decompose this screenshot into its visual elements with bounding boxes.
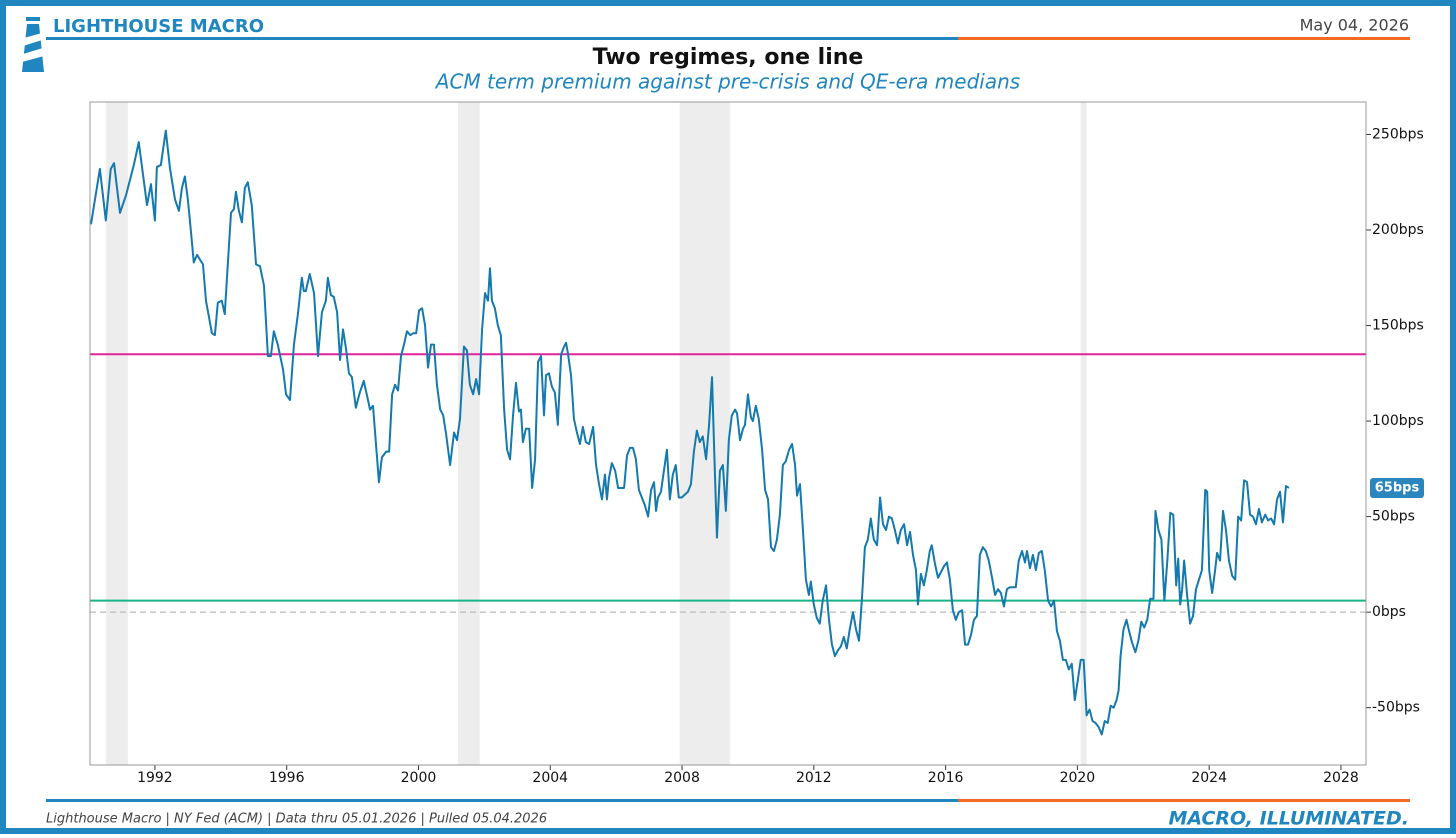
value-label: 65bps bbox=[1375, 480, 1420, 495]
x-tick-label: 2016 bbox=[928, 770, 964, 786]
x-tick-label: 2012 bbox=[796, 770, 832, 786]
shaded-region bbox=[1080, 102, 1087, 765]
y-tick-label: 0bps bbox=[1372, 604, 1406, 620]
brand: LIGHTHOUSE MACRO bbox=[53, 16, 264, 37]
x-tick-label: 2004 bbox=[532, 770, 568, 786]
x-tick-label: 2000 bbox=[401, 770, 437, 786]
x-tick-label: 2028 bbox=[1323, 770, 1359, 786]
x-tick-label: 2020 bbox=[1060, 770, 1096, 786]
x-tick-label: 2008 bbox=[664, 770, 700, 786]
y-tick-label: 100bps bbox=[1372, 413, 1424, 429]
header-date: May 04, 2026 bbox=[1300, 16, 1409, 35]
x-tick-label: 1996 bbox=[269, 770, 305, 786]
y-tick-label: -50bps bbox=[1372, 700, 1420, 716]
series-line bbox=[90, 129, 1290, 736]
chart-title: Two regimes, one line bbox=[593, 45, 864, 70]
x-tick-label: 2024 bbox=[1191, 770, 1227, 786]
logo bbox=[22, 17, 44, 72]
footer-source: Lighthouse Macro | NY Fed (ACM) | Data t… bbox=[46, 812, 547, 827]
x-tick-label: 1992 bbox=[137, 770, 173, 786]
footer-tagline: MACRO, ILLUMINATED. bbox=[1168, 808, 1409, 830]
plot-frame bbox=[89, 101, 1367, 766]
shaded-region bbox=[105, 102, 128, 765]
y-tick-label: 150bps bbox=[1372, 318, 1424, 334]
plot-area: 1992 1996 2000 2004 2008 2012 2016 2020 2024 2028… bbox=[89, 101, 1424, 786]
chart-subtitle: ACM term premium against pre-crisis and … bbox=[434, 70, 1020, 94]
shaded-region bbox=[679, 102, 730, 765]
shaded-region bbox=[458, 102, 480, 765]
y-tick-label: 250bps bbox=[1372, 126, 1424, 142]
value-badge bbox=[1370, 477, 1424, 498]
y-tick-label: 50bps bbox=[1372, 509, 1415, 525]
y-tick-label: 200bps bbox=[1372, 222, 1424, 238]
